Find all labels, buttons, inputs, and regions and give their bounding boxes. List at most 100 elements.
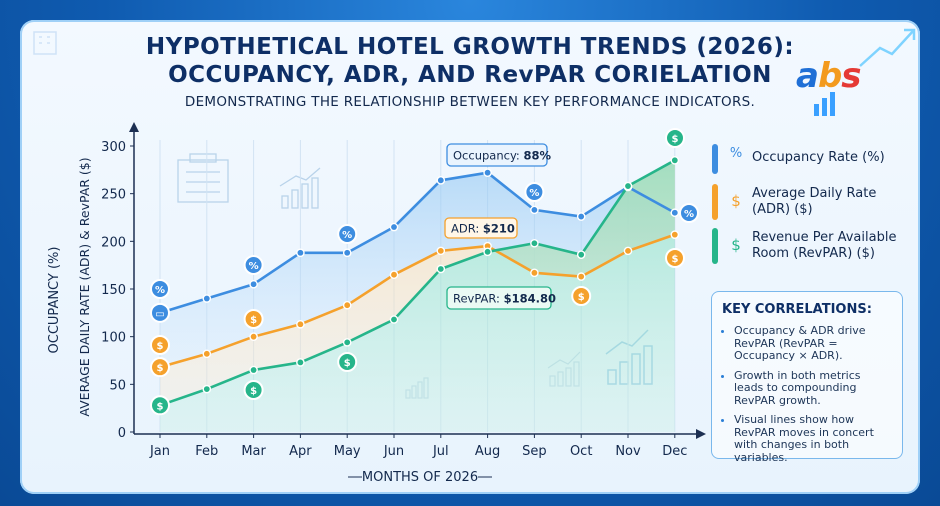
data-point: [249, 365, 258, 375]
percent-icon: [150, 279, 170, 299]
data-point: [296, 358, 305, 367]
correlation-item: Growth in both metrics leads to compound…: [734, 369, 892, 408]
data-point: [623, 181, 633, 191]
annotation-box: [446, 286, 552, 310]
correlation-item: Visual lines show how RevPAR moves in co…: [734, 413, 892, 464]
y-tick-label: 150: [101, 283, 126, 298]
annotation-prefix: RevPAR:: [453, 292, 504, 306]
abs-logo: abs: [796, 56, 862, 96]
y-tick-label: 0: [118, 426, 126, 441]
key-correlations-box: KEY CORRELATIONS: Occupancy & ADR drive …: [711, 291, 903, 463]
dollar-icon: [571, 286, 592, 306]
y-axis-arrow: [129, 122, 139, 132]
data-point: [202, 384, 212, 394]
x-tick-label: Oct: [570, 444, 592, 459]
data-point: [249, 332, 258, 341]
faded-bar-growth-icon: [279, 167, 321, 209]
line-occupancy: [159, 171, 676, 315]
legend-swatch: [712, 144, 718, 174]
correlations-list: Occupancy & ADR drive RevPAR (RevPAR = O…: [722, 324, 892, 464]
data-point: [530, 205, 539, 215]
annotation-prefix: Occupancy:: [453, 149, 523, 163]
annotation-box: [446, 143, 548, 167]
coins-icon: [150, 395, 170, 416]
annotation-value: 88%: [523, 149, 551, 163]
x-tick-label: Jul: [432, 444, 449, 459]
growth-coins-icon: $: [731, 236, 741, 254]
y-tick-label: 50: [109, 378, 126, 393]
data-point: [342, 338, 352, 347]
annotations: Occupancy: 88% ADR: $210 RevPAR: $184.80: [444, 143, 556, 310]
x-tick-label: May: [334, 444, 361, 459]
percent-icon-glyph: %: [342, 230, 352, 241]
data-point: [296, 248, 305, 258]
percent-icon: [524, 182, 545, 202]
legend-swatch: [712, 228, 718, 264]
price-tag-icon: $: [731, 192, 741, 210]
percent-icon-glyph: %: [529, 188, 539, 199]
correlations-heading: KEY CORRELATIONS:: [722, 302, 872, 317]
dollar-icon-glyph: $: [672, 134, 679, 145]
y-tick-label: 300: [101, 140, 126, 155]
x-axis-label: MONTHS OF 2026: [362, 470, 478, 485]
y-tick-label: 100: [101, 331, 126, 346]
percent-icon-glyph: %: [684, 209, 694, 220]
legend-label: Average Daily Rate (ADR) ($): [752, 186, 877, 217]
legend-item-adr: $ Average Daily Rate (ADR) ($): [712, 184, 902, 220]
percent-icon-glyph: %: [249, 261, 259, 272]
series-lines: [159, 159, 676, 407]
data-point: [389, 222, 399, 232]
legend-item-occupancy: % Occupancy Rate (%): [712, 144, 902, 174]
data-point: [436, 176, 446, 185]
dollar-icon: [150, 335, 170, 355]
dollar-icon-glyph: $: [157, 341, 164, 352]
data-point: [296, 319, 305, 329]
data-point: [670, 155, 680, 165]
dollar-icon: [243, 380, 264, 400]
percent-icon: [337, 224, 358, 244]
faded-hotel-icon: [177, 153, 229, 203]
y-tick-label: 250: [101, 188, 126, 203]
axes: 0 50 100 150 200 250 300 Jan Feb Mar Apr May Jun Jul A…: [47, 122, 706, 485]
dollar-icon-glyph: $: [344, 358, 351, 369]
x-tick-label: Apr: [289, 444, 312, 459]
data-point: [202, 349, 212, 359]
area-adr: [160, 160, 675, 406]
chart-title-line2: OCCUPANCY, ADR, AND RevPAR CORIELATION: [168, 62, 772, 88]
chart-title-line1: HYPOTHETICAL HOTEL GROWTH TRENDS (2026):: [145, 34, 795, 60]
logo-bars-icon: [814, 92, 835, 116]
percent-icon: [243, 255, 264, 275]
annotation-value: $184.80: [504, 292, 556, 306]
x-tick-label: Sep: [522, 444, 547, 459]
dollar-icon: [243, 309, 264, 329]
data-point: [342, 248, 352, 258]
hotel-building-icon: [33, 31, 57, 55]
data-point: [249, 279, 258, 289]
data-point: [389, 315, 399, 324]
x-tick-label: Mar: [241, 444, 266, 459]
percent-icon: [679, 203, 699, 223]
data-point: [670, 208, 680, 218]
dollar-icon-glyph: $: [250, 315, 257, 326]
data-point: [530, 238, 539, 248]
annotation-label: ADR: $210: [451, 222, 515, 236]
y-axis-label-inner: AVERAGE DAILY RATE (ADR) & RevPAR ($): [77, 157, 92, 416]
x-axis-arrow: [696, 429, 706, 439]
dollar-icon-glyph: $: [672, 254, 679, 265]
line-adr: [159, 233, 676, 369]
bed-percent-icon: %: [729, 146, 743, 161]
x-tick-label: Nov: [615, 444, 641, 459]
data-point: [342, 300, 352, 310]
y-axis-label-outer: OCCUPANCY (%): [47, 247, 62, 354]
data-point: [530, 268, 539, 278]
dollar-icon: [337, 352, 358, 372]
data-point: [483, 168, 492, 177]
legend-label: Revenue Per Available Room (RevPAR) ($): [752, 230, 897, 261]
annotation-label: Occupancy: 88%: [453, 149, 551, 163]
dollar-icon: [665, 248, 685, 268]
chart-subtitle: DEMONSTRATING THE RELATIONSHIP BETWEEN K…: [184, 94, 756, 110]
percent-icon-glyph: %: [155, 285, 165, 296]
data-point: [670, 230, 680, 239]
price-tag-icon: [150, 357, 170, 378]
data-point: [623, 246, 633, 256]
